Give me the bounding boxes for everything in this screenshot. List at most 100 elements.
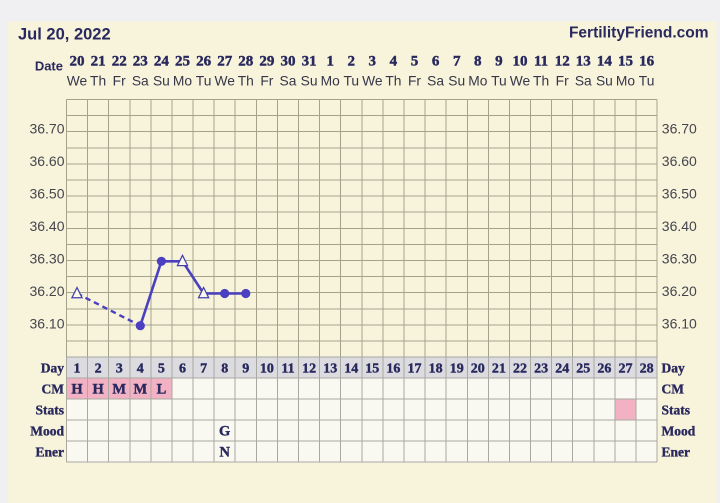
svg-text:23: 23 [534, 362, 548, 377]
svg-text:H: H [71, 382, 83, 398]
svg-text:Th: Th [90, 73, 106, 88]
svg-text:11: 11 [281, 362, 294, 377]
svg-text:Ener: Ener [662, 444, 691, 459]
svg-text:36.70: 36.70 [29, 121, 64, 137]
svg-text:14: 14 [344, 362, 358, 377]
svg-text:Mo: Mo [173, 73, 192, 88]
svg-text:36.40: 36.40 [29, 218, 64, 234]
svg-text:36.60: 36.60 [29, 153, 64, 169]
svg-text:19: 19 [450, 362, 464, 377]
svg-text:36.10: 36.10 [29, 316, 64, 332]
svg-text:We: We [214, 73, 235, 88]
svg-text:12: 12 [555, 54, 570, 70]
svg-text:M: M [133, 382, 147, 398]
svg-text:28: 28 [238, 54, 253, 70]
svg-text:7: 7 [453, 54, 461, 70]
svg-text:Tu: Tu [639, 73, 655, 88]
svg-text:6: 6 [432, 54, 440, 70]
svg-text:L: L [157, 382, 167, 398]
svg-text:6: 6 [179, 362, 186, 377]
svg-text:36.40: 36.40 [662, 218, 697, 234]
svg-text:36.30: 36.30 [29, 251, 64, 267]
svg-text:25: 25 [175, 54, 190, 70]
svg-text:21: 21 [492, 362, 506, 377]
svg-text:16: 16 [639, 54, 655, 70]
svg-text:Sa: Sa [280, 73, 297, 88]
svg-text:8: 8 [474, 54, 482, 70]
svg-text:Mood: Mood [662, 423, 696, 438]
svg-text:1: 1 [326, 54, 334, 70]
svg-text:25: 25 [576, 362, 590, 377]
svg-text:22: 22 [112, 54, 127, 70]
svg-text:30: 30 [281, 54, 296, 70]
svg-text:4: 4 [137, 362, 144, 377]
svg-text:Tu: Tu [344, 73, 360, 88]
svg-text:27: 27 [217, 54, 233, 70]
svg-text:H: H [92, 382, 104, 398]
svg-text:Fr: Fr [408, 73, 421, 88]
svg-text:Stats: Stats [662, 402, 691, 417]
svg-text:Tu: Tu [491, 73, 507, 88]
svg-text:10: 10 [513, 54, 528, 70]
svg-text:5: 5 [411, 54, 419, 70]
svg-text:CM: CM [42, 381, 65, 396]
svg-text:26: 26 [597, 362, 611, 377]
svg-text:We: We [67, 73, 88, 88]
svg-text:Su: Su [448, 73, 465, 88]
svg-text:11: 11 [534, 54, 548, 70]
svg-text:16: 16 [386, 362, 400, 377]
svg-text:M: M [112, 382, 126, 398]
svg-text:36.50: 36.50 [29, 186, 64, 202]
svg-text:28: 28 [640, 362, 654, 377]
svg-text:9: 9 [242, 362, 249, 377]
svg-text:36.60: 36.60 [662, 153, 697, 169]
svg-text:Th: Th [385, 73, 401, 88]
svg-text:8: 8 [221, 362, 228, 377]
svg-text:N: N [219, 445, 230, 461]
svg-text:13: 13 [323, 362, 337, 377]
svg-text:20: 20 [471, 362, 485, 377]
svg-text:36.10: 36.10 [662, 316, 697, 332]
svg-text:4: 4 [390, 54, 398, 70]
svg-text:Th: Th [533, 73, 549, 88]
svg-text:14: 14 [597, 54, 613, 70]
svg-text:20: 20 [70, 54, 85, 70]
svg-text:15: 15 [365, 362, 379, 377]
svg-text:2: 2 [95, 362, 102, 377]
svg-text:Su: Su [596, 73, 613, 88]
svg-text:13: 13 [576, 54, 591, 70]
svg-text:Sa: Sa [575, 73, 592, 88]
svg-text:36.20: 36.20 [662, 283, 697, 299]
svg-text:Sa: Sa [427, 73, 444, 88]
svg-text:G: G [219, 424, 230, 440]
svg-text:7: 7 [200, 362, 207, 377]
svg-text:17: 17 [408, 362, 422, 377]
svg-text:1: 1 [74, 362, 81, 377]
svg-text:10: 10 [260, 362, 274, 377]
svg-text:31: 31 [302, 54, 317, 70]
svg-text:36.20: 36.20 [29, 283, 64, 299]
svg-text:Th: Th [238, 73, 254, 88]
svg-text:Su: Su [301, 73, 318, 88]
svg-text:15: 15 [618, 54, 633, 70]
svg-text:26: 26 [196, 54, 212, 70]
svg-text:Ener: Ener [36, 444, 65, 459]
svg-text:FertilityFriend.com: FertilityFriend.com [569, 25, 709, 42]
svg-text:Mo: Mo [321, 73, 340, 88]
svg-text:Date: Date [35, 59, 63, 74]
svg-text:Fr: Fr [113, 73, 126, 88]
svg-text:Day: Day [662, 360, 685, 375]
svg-text:Mood: Mood [30, 423, 64, 438]
svg-text:Sa: Sa [132, 73, 149, 88]
svg-text:Jul 20, 2022: Jul 20, 2022 [18, 26, 111, 44]
svg-text:24: 24 [154, 54, 170, 70]
svg-text:18: 18 [429, 362, 443, 377]
svg-text:Fr: Fr [556, 73, 569, 88]
svg-text:12: 12 [302, 362, 316, 377]
svg-text:Stats: Stats [35, 402, 64, 417]
svg-text:2: 2 [348, 54, 356, 70]
svg-text:Day: Day [41, 360, 64, 375]
svg-text:Fr: Fr [260, 73, 273, 88]
svg-text:We: We [510, 73, 531, 88]
svg-text:24: 24 [555, 362, 569, 377]
